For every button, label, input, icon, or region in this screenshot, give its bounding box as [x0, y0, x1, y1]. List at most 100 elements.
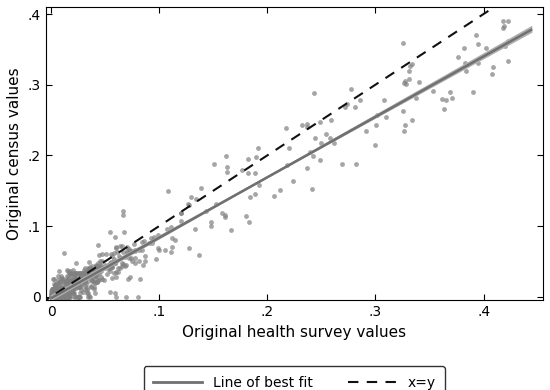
Point [110, 256, 119, 262]
Point [221, 213, 229, 220]
Point [82, 273, 91, 279]
Point [119, 261, 128, 267]
Point [140, 238, 149, 244]
Point [59, 286, 68, 292]
Point [503, 58, 512, 64]
Point [161, 247, 169, 254]
Point [47, 294, 56, 300]
Point [89, 279, 98, 285]
Point [51, 286, 59, 292]
Point [97, 263, 106, 269]
Point [103, 270, 112, 277]
Point [111, 294, 120, 300]
Point [51, 294, 60, 300]
Point [65, 270, 74, 276]
Point [63, 291, 72, 298]
Point [117, 263, 126, 269]
Point [90, 280, 99, 286]
Point [70, 271, 79, 277]
Point [54, 279, 63, 285]
Point [47, 294, 56, 300]
Point [56, 294, 64, 300]
Point [310, 90, 318, 96]
Point [177, 209, 185, 216]
Point [118, 260, 127, 266]
Point [80, 269, 89, 275]
Point [50, 294, 58, 300]
Point [58, 294, 67, 300]
Point [76, 273, 85, 280]
Point [58, 294, 67, 300]
Point [138, 239, 146, 245]
X-axis label: Original health survey values: Original health survey values [182, 325, 406, 340]
Point [398, 40, 407, 46]
Point [237, 167, 246, 173]
Point [67, 284, 75, 290]
Point [48, 289, 57, 295]
Point [82, 289, 91, 296]
Point [489, 64, 498, 70]
Point [371, 142, 380, 149]
Point [54, 290, 63, 296]
Point [136, 276, 145, 282]
Point [80, 265, 89, 271]
Point [401, 81, 410, 87]
Point [96, 262, 104, 268]
Point [56, 294, 64, 300]
Point [65, 280, 74, 286]
Point [85, 294, 94, 300]
Point [67, 276, 75, 282]
Point [80, 282, 89, 289]
Point [48, 294, 57, 300]
Point [145, 240, 153, 246]
Point [106, 289, 114, 295]
Point [83, 278, 92, 284]
Point [48, 290, 57, 296]
Point [88, 263, 97, 269]
Point [399, 108, 408, 114]
Point [55, 289, 64, 295]
Point [57, 294, 65, 300]
Point [78, 280, 86, 286]
Point [63, 268, 72, 274]
Point [82, 269, 91, 276]
Point [62, 279, 70, 285]
Point [244, 156, 252, 162]
Point [303, 121, 312, 127]
Point [59, 250, 68, 256]
Point [52, 294, 60, 300]
Point [82, 285, 91, 291]
Point [326, 135, 334, 141]
Point [54, 277, 63, 284]
Point [428, 87, 437, 94]
Point [56, 278, 64, 285]
Point [94, 277, 103, 284]
Point [90, 268, 98, 275]
Point [51, 294, 59, 300]
Point [74, 284, 83, 290]
Point [52, 294, 60, 300]
Point [211, 201, 220, 207]
Point [66, 290, 75, 296]
Point [276, 187, 284, 193]
Point [65, 289, 74, 296]
Point [356, 97, 365, 103]
Point [91, 262, 100, 268]
Point [70, 290, 79, 296]
Point [48, 286, 57, 292]
Point [309, 152, 317, 159]
Point [63, 287, 72, 293]
Point [68, 277, 76, 283]
Point [97, 258, 106, 264]
Point [62, 294, 71, 300]
Point [223, 163, 232, 170]
Point [65, 284, 74, 291]
Point [67, 270, 75, 276]
Point [84, 293, 93, 299]
Point [68, 289, 77, 295]
Point [54, 289, 63, 295]
Point [121, 254, 130, 260]
Point [110, 260, 119, 266]
Point [217, 210, 226, 216]
Point [63, 280, 72, 286]
